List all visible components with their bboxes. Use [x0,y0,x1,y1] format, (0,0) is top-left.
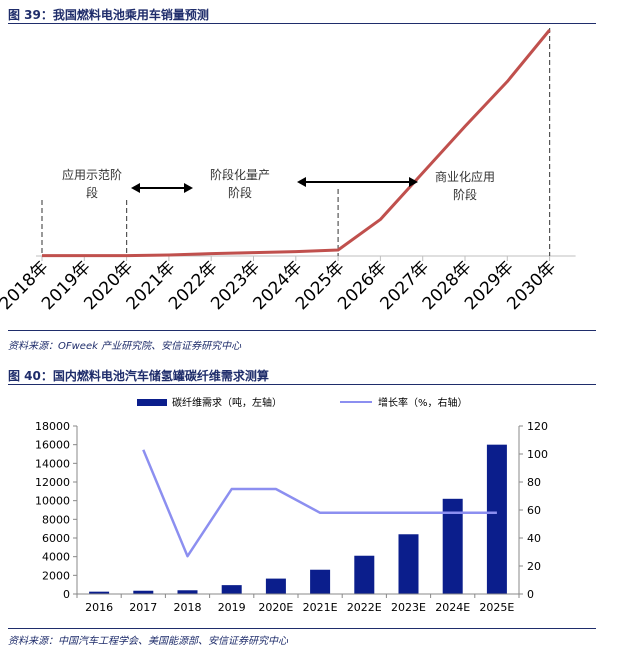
left-y-tick-label: 0 [63,588,70,601]
right-y-tick-label: 100 [527,448,548,461]
arrow-head-right [409,177,418,187]
right-y-tick-label: 60 [527,504,541,517]
x-tick-label: 2019 [218,601,246,614]
legend-swatch-demand [137,399,167,406]
demand-bar [265,578,286,594]
left-y-tick-label: 2000 [42,569,70,582]
figure1-bottom-rule [8,330,596,331]
x-tick-label: 2025E [479,601,514,614]
left-y-tick-label: 16000 [35,439,70,452]
x-tick-label: 2021E [303,601,338,614]
figure2-title-rule [8,384,596,385]
stage-label-commercial: 商业化应用阶段 [435,169,495,202]
left-y-tick-label: 10000 [35,495,70,508]
arrow-head-left [297,177,306,187]
stage-arrow-mass-production [297,177,418,187]
legend-label-growth: 增长率（%，右轴） [378,396,468,409]
arrow-head-left [131,183,140,193]
figure2-bottom-rule [8,628,596,629]
demand-bar [398,534,419,594]
stage-arrow-demo [131,183,193,193]
right-y-tick-label: 0 [527,588,534,601]
left-y-tick-label: 4000 [42,551,70,564]
left-y-tick-label: 14000 [35,457,70,470]
figure1-title: 图 39：我国燃料电池乘用车销量预测 [8,8,209,22]
growth-rate-line [142,449,497,558]
right-y-tick-label: 40 [527,532,541,545]
stage-label-demo: 应用示范阶段 [62,167,122,200]
figure1-title-rule [8,23,596,24]
demand-bar [442,498,463,594]
legend-label-demand: 碳纤维需求（吨，左轴） [172,396,282,409]
x-tick-label: 2022E [347,601,382,614]
sales-forecast-line [42,29,551,258]
demand-bar [177,590,198,594]
sales-forecast-chart: 2018年2019年2020年2021年2022年2023年2024年2025年… [0,28,576,314]
right-y-tick-label: 120 [527,420,548,433]
demand-bar [89,591,110,594]
arrow-head-right [184,183,193,193]
x-tick-label: 2020E [258,601,293,614]
right-y-tick-label: 20 [527,560,541,573]
figure1-source: 资料来源：OFweek 产业研究院、安信证券研究中心 [8,341,242,352]
stage-label-mass-production: 阶段化量产阶段 [210,167,270,200]
right-y-tick-label: 80 [527,476,541,489]
demand-bar [486,444,507,594]
figure2-source: 资料来源：中国汽车工程学会、美国能源部、安信证券研究中心 [8,636,288,647]
demand-bar [133,590,154,594]
figure2-title: 图 40：国内燃料电池汽车储氢罐碳纤维需求测算 [8,369,269,383]
demand-bar [221,585,242,594]
x-tick-label: 2018 [174,601,202,614]
demand-bar [354,555,375,594]
x-tick-label: 2024E [435,601,470,614]
demand-bar [310,569,331,594]
x-tick-label: 2017 [129,601,157,614]
left-y-tick-label: 12000 [35,476,70,489]
x-tick-label: 2023E [391,601,426,614]
left-y-tick-label: 6000 [42,532,70,545]
left-y-tick-label: 8000 [42,513,70,526]
x-tick-label: 2016 [85,601,113,614]
left-y-tick-label: 18000 [35,420,70,433]
carbon-fiber-demand-chart: 碳纤维需求（吨，左轴） 增长率（%，右轴） 0 2000 4000 6000 8000 10… [35,396,548,614]
